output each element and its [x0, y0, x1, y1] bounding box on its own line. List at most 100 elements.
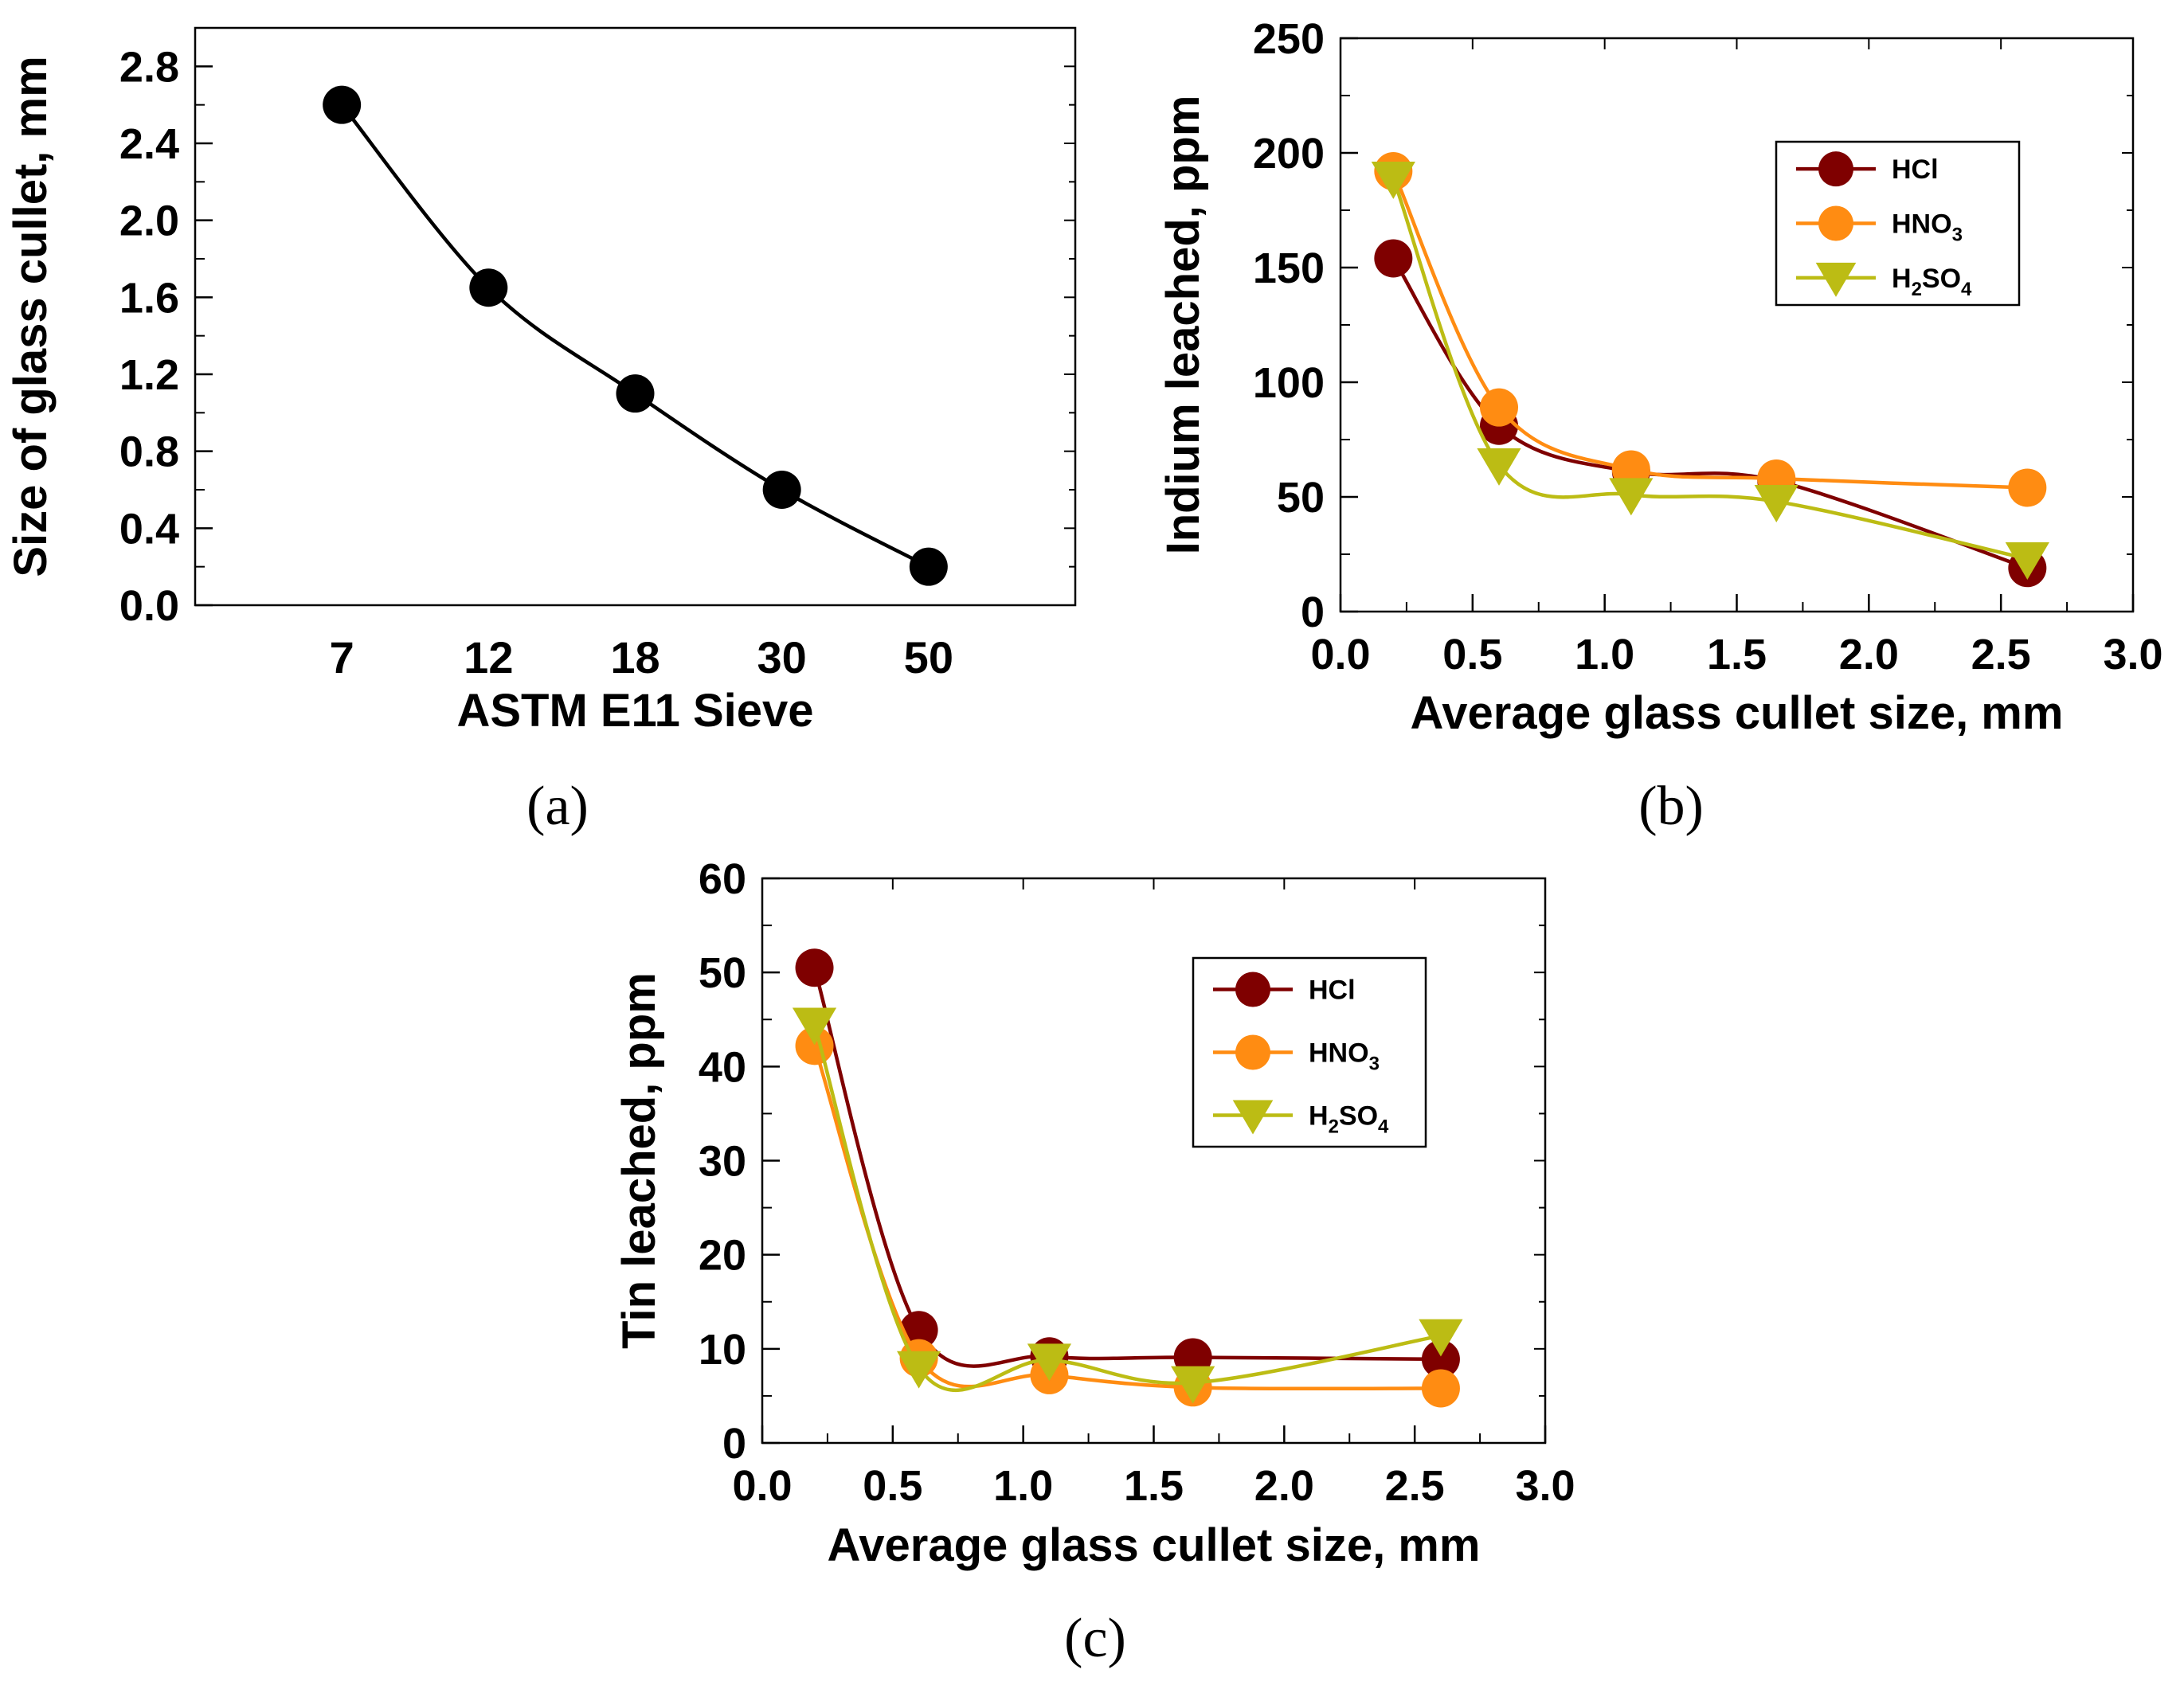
legend-subscript: 2 — [1329, 1116, 1339, 1138]
legend-label: HCl — [1309, 975, 1356, 1006]
x-tick-label: 1.0 — [993, 1462, 1053, 1510]
y-tick-label: 50 — [1277, 474, 1325, 522]
legend-text: SO — [1339, 1101, 1378, 1132]
data-point — [2008, 468, 2047, 507]
y-axis-title: Indium leached, ppm — [1157, 96, 1209, 555]
data-point — [1374, 239, 1413, 278]
x-tick-label: 50 — [904, 632, 953, 682]
x-tick-label: 2.0 — [1254, 1462, 1314, 1510]
data-point — [792, 1007, 837, 1046]
legend-subscript: 2 — [1912, 279, 1922, 300]
panel-label: (b) — [1638, 776, 1704, 837]
series-H2SO4 — [1371, 161, 2049, 580]
legend-text: H — [1309, 1101, 1329, 1132]
chart-b: 0 50 100 150 200 250 0.0 0.5 1.0 1.5 2.0 2.5 3.0 Aver… — [1157, 15, 2163, 837]
data-point — [1754, 485, 1798, 522]
legend-subscript: 3 — [1369, 1054, 1380, 1075]
y-tick-label: 30 — [699, 1138, 746, 1186]
legend-text: HNO — [1892, 209, 1952, 240]
legend: HCl HNO3 H2SO4 — [1775, 140, 2021, 307]
y-axis-title: Size of glass cullet, mm — [5, 56, 57, 577]
y-tick-label: 200 — [1253, 130, 1325, 178]
x-tick-label: 2.5 — [1971, 631, 2031, 678]
legend-label: H2SO4 — [1892, 264, 1972, 300]
x-tick-label: 12 — [464, 632, 513, 682]
y-tick-label: 2.4 — [119, 120, 179, 168]
data-point — [897, 1351, 941, 1389]
data-point — [795, 948, 834, 987]
legend-label: HCl — [1892, 154, 1939, 185]
data-point — [909, 547, 948, 586]
y-tick-label: 20 — [699, 1232, 746, 1280]
x-tick-label: 3.0 — [1515, 1462, 1575, 1510]
legend-item-HCl: HCl — [1213, 972, 1356, 1007]
chart-a: 0.0 0.4 0.8 1.2 1.6 2.0 2.4 2.8 7 12 18 30 50 ASTM E1… — [5, 26, 1077, 837]
plot-frame — [194, 26, 1077, 607]
legend-text: HCl — [1892, 154, 1939, 185]
legend-label: HNO3 — [1309, 1038, 1380, 1075]
series-line — [340, 104, 930, 569]
data-point — [2005, 542, 2049, 580]
series-size — [323, 85, 948, 586]
x-tick-label: 0.0 — [732, 1462, 792, 1510]
legend-item-H2SO4: H2SO4 — [1213, 1100, 1389, 1138]
data-point — [762, 471, 801, 509]
legend-marker — [1232, 1100, 1274, 1135]
data-point — [1419, 1319, 1463, 1357]
x-tick-label: 30 — [757, 632, 807, 682]
panel-label: (a) — [526, 776, 589, 837]
legend-marker — [1235, 1034, 1270, 1070]
data-point — [1421, 1369, 1460, 1408]
legend-marker — [1818, 205, 1853, 241]
legend-label: HNO3 — [1892, 209, 1963, 246]
y-tick-label: 2.8 — [119, 43, 179, 91]
y-tick-label: 0.0 — [119, 582, 179, 630]
data-point — [1477, 448, 1521, 486]
data-point — [323, 85, 362, 124]
legend-item-H2SO4: H2SO4 — [1796, 262, 1972, 300]
y-tick-label: 250 — [1253, 15, 1325, 63]
x-tick-label: 1.0 — [1575, 631, 1634, 678]
y-tick-label: 2.0 — [119, 197, 179, 245]
y-tick-label: 100 — [1253, 359, 1325, 407]
legend-subscript: 3 — [1952, 225, 1963, 246]
x-axis-title: Average glass cullet size, mm — [828, 1519, 1481, 1571]
legend-text: HCl — [1309, 975, 1356, 1006]
legend-item-HCl: HCl — [1796, 151, 1939, 187]
y-tick-label: 0.4 — [119, 505, 179, 553]
x-axis-title: Average glass cullet size, mm — [1411, 687, 2064, 739]
x-tick-label: 0.0 — [1310, 631, 1370, 678]
x-axis-title: ASTM E11 Sieve — [456, 685, 813, 737]
plot-frame — [1339, 37, 2135, 613]
y-tick-label: 10 — [699, 1326, 746, 1374]
series-line — [812, 1023, 1442, 1393]
legend-marker — [1235, 972, 1270, 1007]
data-point — [1480, 388, 1518, 427]
legend-label: H2SO4 — [1309, 1101, 1389, 1138]
legend-subscript: 4 — [1961, 279, 1972, 300]
data-point — [616, 374, 655, 413]
legend-text: H — [1892, 264, 1912, 294]
legend-item-HNO3: HNO3 — [1796, 205, 1963, 246]
x-tick-label: 2.0 — [1839, 631, 1899, 678]
y-tick-label: 50 — [699, 949, 746, 997]
panel-label: (c) — [1064, 1608, 1126, 1669]
legend-item-HNO3: HNO3 — [1213, 1034, 1380, 1075]
y-tick-label: 0.8 — [119, 428, 179, 476]
y-tick-label: 0 — [1301, 588, 1325, 636]
x-tick-label: 1.5 — [1124, 1462, 1184, 1510]
legend: HCl HNO3 H2SO4 — [1192, 956, 1427, 1148]
legend-text: HNO — [1309, 1038, 1369, 1069]
chart-c: 0 10 20 30 40 50 60 0.0 0.5 1.0 1.5 2.0 2.5 3.0 Averag… — [613, 855, 1575, 1669]
y-axis-title: Tin leached, ppm — [613, 972, 665, 1349]
y-tick-label: 60 — [699, 855, 746, 903]
legend-text: SO — [1922, 264, 1961, 294]
legend-subscript: 4 — [1378, 1116, 1389, 1138]
data-point — [1609, 478, 1654, 516]
data-point — [1171, 1366, 1215, 1404]
y-tick-label: 0 — [722, 1420, 746, 1468]
x-tick-label: 0.5 — [863, 1462, 922, 1510]
data-point — [1371, 161, 1415, 199]
series-H2SO4 — [792, 1007, 1463, 1404]
